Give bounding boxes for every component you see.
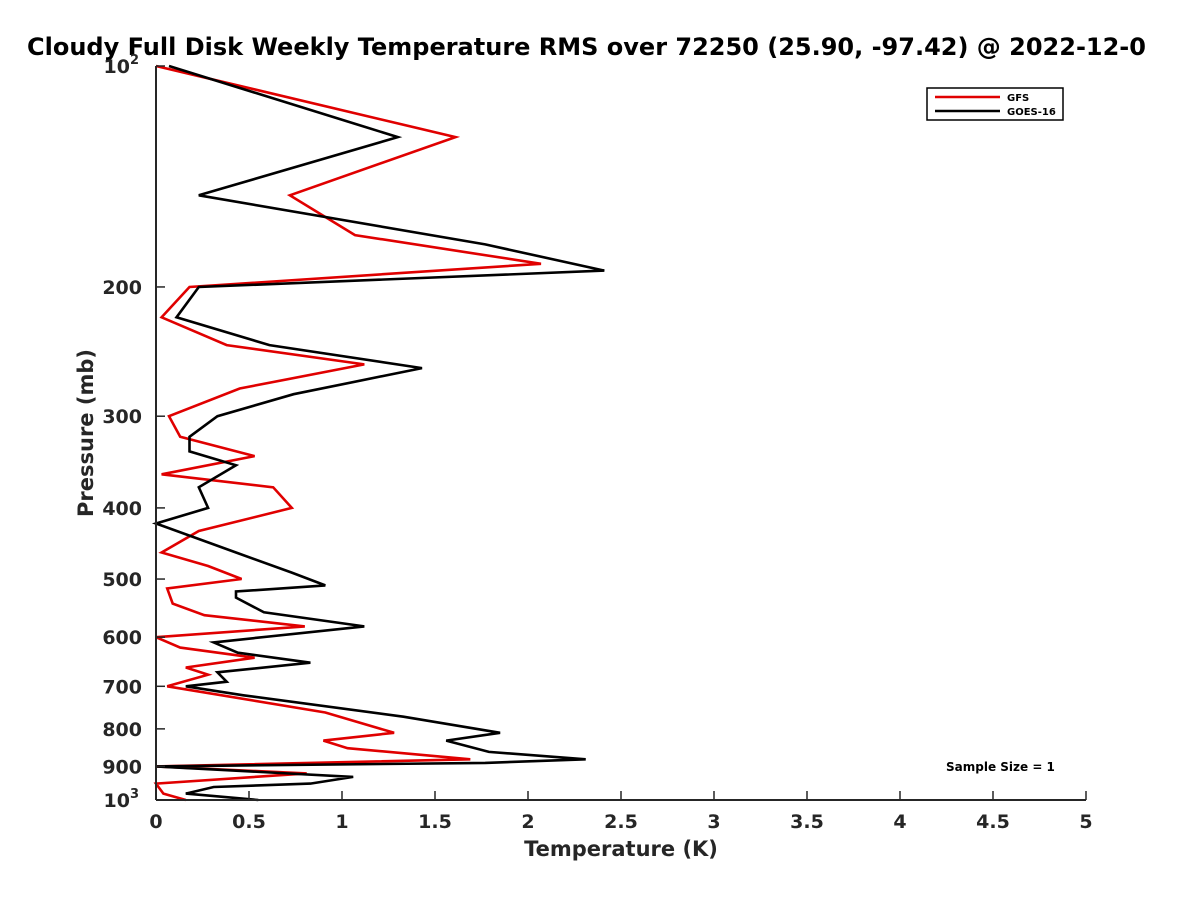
y-tick-exponent: 3 bbox=[130, 787, 139, 802]
chart-title: Cloudy Full Disk Weekly Temperature RMS … bbox=[27, 33, 1146, 61]
legend-box bbox=[926, 87, 1064, 121]
y-tick-label: 500 bbox=[102, 569, 142, 591]
x-tick-label: 2.5 bbox=[604, 811, 638, 833]
y-tick-label: 10 bbox=[104, 790, 130, 812]
legend: GFS GOES-16 bbox=[926, 87, 1064, 121]
plot-area bbox=[151, 64, 605, 802]
legend-label: GFS bbox=[1007, 93, 1029, 104]
y-tick-label: 300 bbox=[102, 406, 142, 428]
y-tick-label: 10 bbox=[104, 56, 130, 78]
x-tick-label: 1.5 bbox=[418, 811, 452, 833]
series-line-goes-16 bbox=[151, 64, 605, 802]
y-tick-exponent: 2 bbox=[130, 53, 139, 68]
x-axis-label: Temperature (K) bbox=[524, 837, 718, 861]
x-tick-label: 2 bbox=[521, 811, 534, 833]
series-line-gfs bbox=[153, 64, 542, 802]
x-tick-label: 3.5 bbox=[790, 811, 824, 833]
x-tick-label: 0 bbox=[149, 811, 162, 833]
y-tick-label: 800 bbox=[102, 719, 142, 741]
x-tick-label: 4.5 bbox=[976, 811, 1010, 833]
y-tick-label: 900 bbox=[102, 756, 142, 778]
x-tick-label: 1 bbox=[335, 811, 348, 833]
x-tick-label: 0.5 bbox=[232, 811, 266, 833]
y-tick-label: 600 bbox=[102, 627, 142, 649]
legend-label: GOES-16 bbox=[1007, 107, 1056, 118]
y-tick-label: 700 bbox=[102, 676, 142, 698]
x-tick-label: 4 bbox=[893, 811, 906, 833]
y-tick-label: 200 bbox=[102, 277, 142, 299]
x-tick-label: 5 bbox=[1079, 811, 1092, 833]
x-tick-label: 3 bbox=[707, 811, 720, 833]
y-tick-label: 400 bbox=[102, 498, 142, 520]
y-axis-label: Pressure (mb) bbox=[74, 349, 98, 517]
sample-size-annotation: Sample Size = 1 bbox=[946, 760, 1055, 774]
x-ticks: 0 0.5 1 1.5 2 2.5 3 3.5 4 4.5 5 bbox=[149, 791, 1093, 833]
